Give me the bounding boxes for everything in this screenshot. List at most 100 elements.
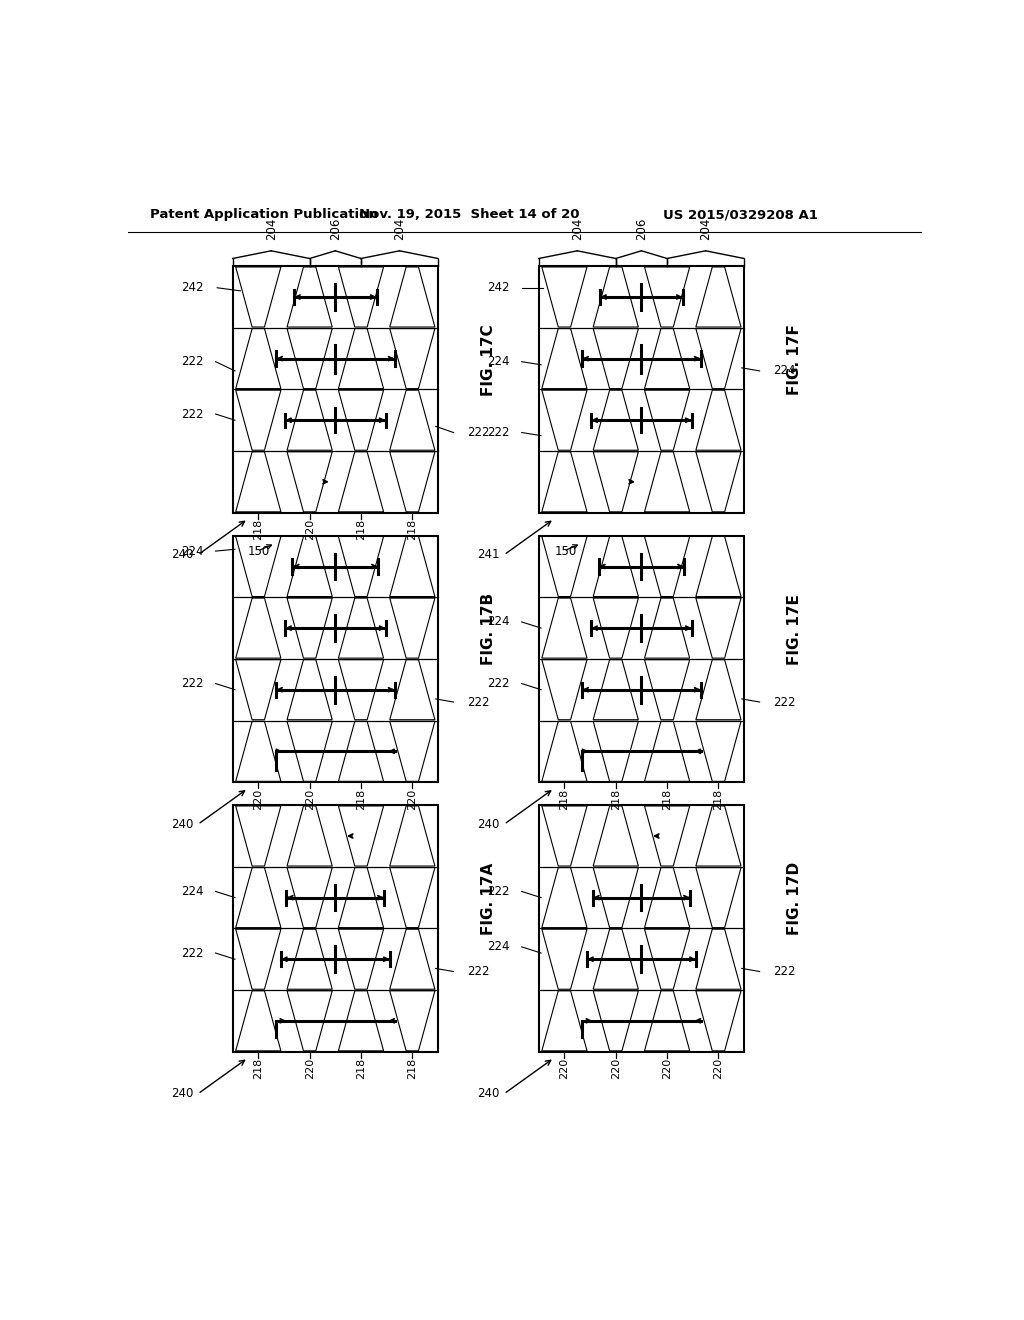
Polygon shape <box>390 536 435 597</box>
Text: 220: 220 <box>559 1057 569 1080</box>
Text: 218: 218 <box>356 519 366 540</box>
Text: FIG. 17A: FIG. 17A <box>481 863 496 935</box>
Text: 222: 222 <box>180 355 203 368</box>
Text: 222: 222 <box>180 408 203 421</box>
Polygon shape <box>236 329 281 388</box>
Polygon shape <box>236 929 281 989</box>
Polygon shape <box>644 451 690 512</box>
Polygon shape <box>696 391 741 450</box>
Polygon shape <box>287 929 332 989</box>
Text: 220: 220 <box>305 1057 314 1080</box>
Polygon shape <box>593 991 638 1051</box>
Polygon shape <box>390 660 435 719</box>
Polygon shape <box>287 660 332 719</box>
Text: 224: 224 <box>486 615 509 628</box>
Text: 218: 218 <box>356 1057 366 1080</box>
Polygon shape <box>338 329 384 388</box>
Polygon shape <box>593 451 638 512</box>
Polygon shape <box>696 660 741 719</box>
Polygon shape <box>542 991 587 1051</box>
Polygon shape <box>338 391 384 450</box>
Text: 218: 218 <box>253 519 263 540</box>
Text: 218: 218 <box>408 519 418 540</box>
Polygon shape <box>542 267 587 327</box>
Polygon shape <box>287 329 332 388</box>
Polygon shape <box>236 267 281 327</box>
Polygon shape <box>696 536 741 597</box>
Polygon shape <box>338 991 384 1051</box>
Polygon shape <box>338 721 384 781</box>
Text: 218: 218 <box>714 788 723 809</box>
Text: 218: 218 <box>356 788 366 809</box>
Polygon shape <box>287 991 332 1051</box>
Polygon shape <box>593 867 638 928</box>
Polygon shape <box>696 451 741 512</box>
Polygon shape <box>390 451 435 512</box>
Text: 240: 240 <box>171 548 194 561</box>
Polygon shape <box>644 991 690 1051</box>
Polygon shape <box>390 267 435 327</box>
Polygon shape <box>390 598 435 659</box>
Text: 218: 218 <box>559 788 569 809</box>
Text: 222: 222 <box>773 965 796 978</box>
Polygon shape <box>338 267 384 327</box>
Polygon shape <box>287 867 332 928</box>
Text: 220: 220 <box>408 788 418 809</box>
Text: 222: 222 <box>180 677 203 690</box>
Text: 222: 222 <box>467 426 489 440</box>
Text: 222: 222 <box>467 696 489 709</box>
Text: FIG. 17C: FIG. 17C <box>481 323 496 396</box>
Polygon shape <box>236 391 281 450</box>
Text: 240: 240 <box>477 1088 500 1101</box>
Polygon shape <box>287 267 332 327</box>
Polygon shape <box>644 598 690 659</box>
Polygon shape <box>696 329 741 388</box>
Polygon shape <box>390 721 435 781</box>
Polygon shape <box>644 929 690 989</box>
Bar <box>232 536 438 781</box>
Polygon shape <box>542 867 587 928</box>
Polygon shape <box>390 867 435 928</box>
Text: 150: 150 <box>248 545 270 557</box>
Text: FIG. 17E: FIG. 17E <box>787 594 802 665</box>
Text: FIG. 17D: FIG. 17D <box>787 862 802 936</box>
Text: 220: 220 <box>305 519 314 540</box>
Text: FIG. 17F: FIG. 17F <box>787 325 802 395</box>
Polygon shape <box>287 598 332 659</box>
Polygon shape <box>593 721 638 781</box>
Text: 241: 241 <box>477 548 500 561</box>
Bar <box>539 536 744 781</box>
Text: 218: 218 <box>408 1057 418 1080</box>
Text: 224: 224 <box>486 940 509 953</box>
Text: 220: 220 <box>305 788 314 809</box>
Polygon shape <box>542 598 587 659</box>
Polygon shape <box>593 391 638 450</box>
Polygon shape <box>593 929 638 989</box>
Text: FIG. 17B: FIG. 17B <box>481 593 496 665</box>
Text: 218: 218 <box>663 788 672 809</box>
Polygon shape <box>644 536 690 597</box>
Polygon shape <box>542 807 587 866</box>
Polygon shape <box>287 391 332 450</box>
Polygon shape <box>236 660 281 719</box>
Polygon shape <box>287 807 332 866</box>
Text: 206: 206 <box>329 218 342 240</box>
Polygon shape <box>236 867 281 928</box>
Text: 222: 222 <box>180 946 203 960</box>
Polygon shape <box>236 807 281 866</box>
Text: 222: 222 <box>486 426 509 440</box>
Polygon shape <box>542 660 587 719</box>
Polygon shape <box>390 929 435 989</box>
Text: 204: 204 <box>570 218 584 240</box>
Text: Nov. 19, 2015  Sheet 14 of 20: Nov. 19, 2015 Sheet 14 of 20 <box>358 209 580 222</box>
Text: 218: 218 <box>253 1057 263 1080</box>
Polygon shape <box>390 807 435 866</box>
Text: 220: 220 <box>714 1057 723 1080</box>
Text: 240: 240 <box>477 818 500 832</box>
Polygon shape <box>644 267 690 327</box>
Polygon shape <box>593 660 638 719</box>
Polygon shape <box>338 660 384 719</box>
Polygon shape <box>696 929 741 989</box>
Bar <box>232 267 438 512</box>
Polygon shape <box>644 660 690 719</box>
